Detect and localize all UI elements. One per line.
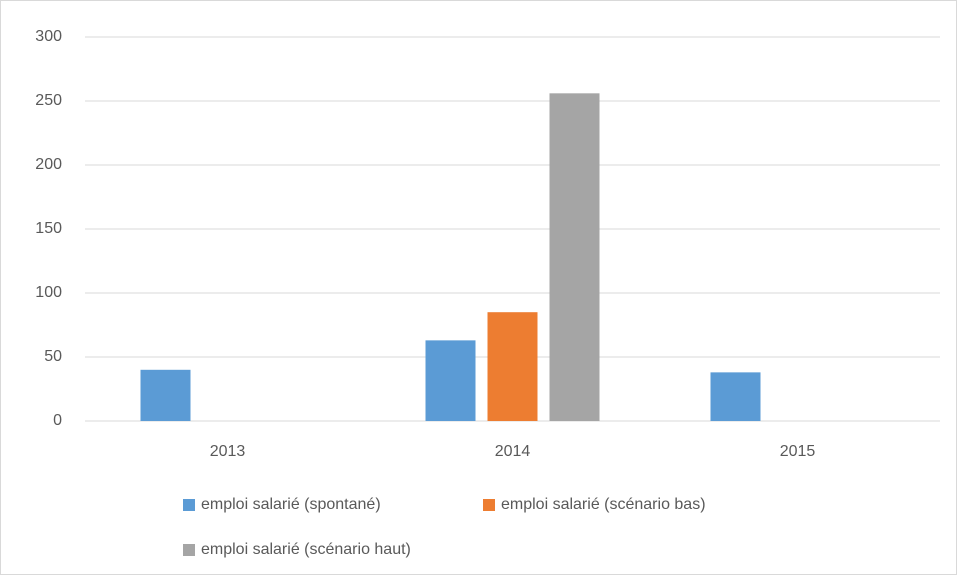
y-tick-label: 250 <box>35 92 62 109</box>
bar <box>710 372 761 421</box>
y-tick-label: 50 <box>44 348 62 365</box>
y-tick-label: 150 <box>35 220 62 237</box>
x-tick-label: 2015 <box>780 443 816 460</box>
bar <box>425 340 476 421</box>
bar <box>487 312 538 421</box>
y-tick-label: 200 <box>35 156 62 173</box>
bar <box>140 369 191 421</box>
y-tick-label: 0 <box>53 412 62 429</box>
y-tick-label: 300 <box>35 28 62 45</box>
bar <box>549 93 600 421</box>
x-tick-label: 2014 <box>495 443 531 460</box>
legend-swatch <box>483 499 495 511</box>
legend-label: emploi salarié (spontané) <box>201 496 381 513</box>
legend-label: emploi salarié (scénario bas) <box>501 496 706 513</box>
legend-swatch <box>183 544 195 556</box>
legend-swatch <box>183 499 195 511</box>
y-tick-label: 100 <box>35 284 62 301</box>
x-tick-label: 2013 <box>210 443 246 460</box>
legend-label: emploi salarié (scénario haut) <box>201 541 411 558</box>
